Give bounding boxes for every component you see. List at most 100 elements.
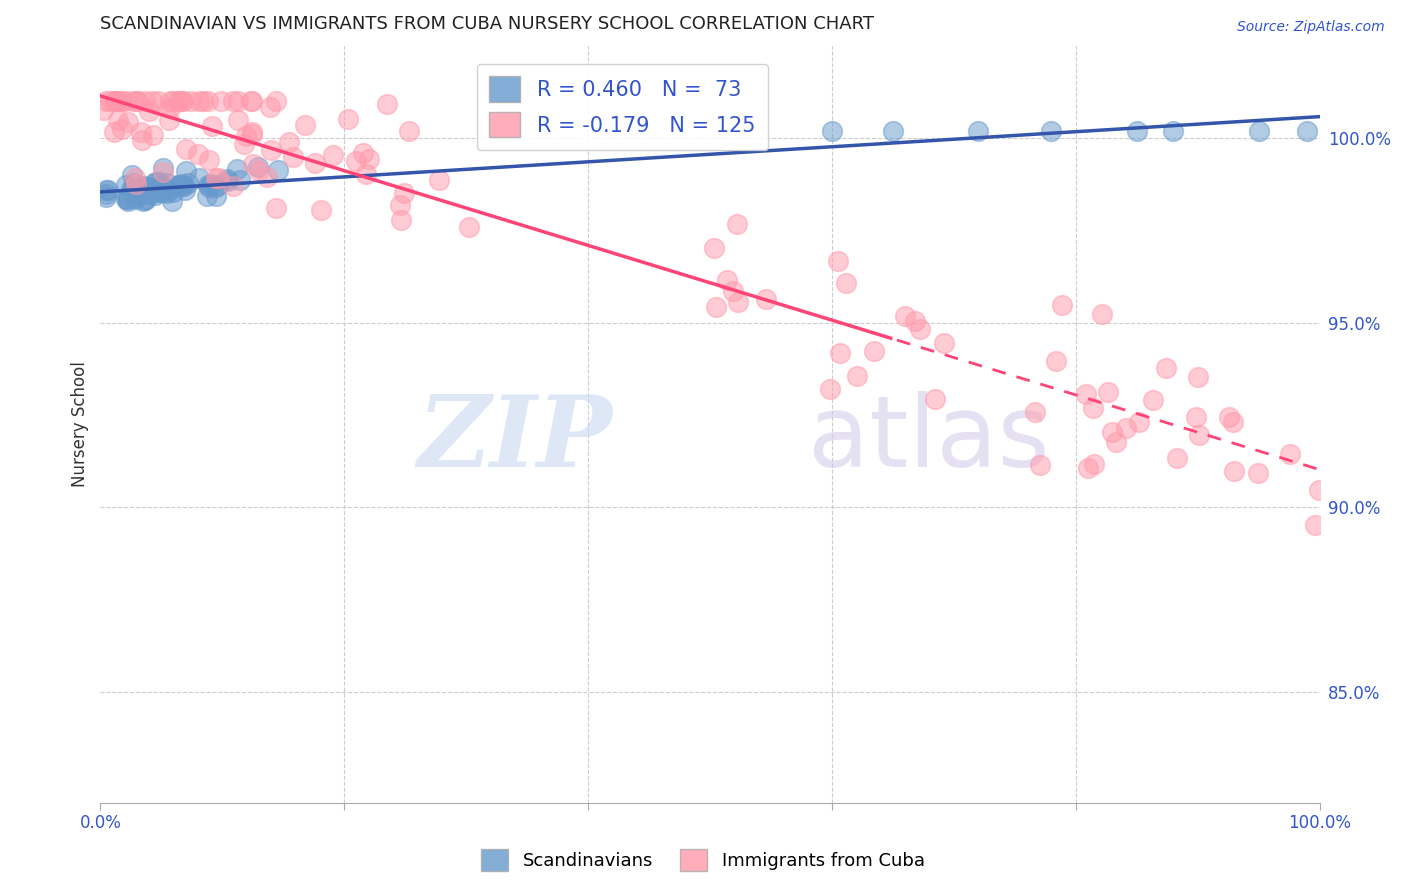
- Legend: Scandinavians, Immigrants from Cuba: Scandinavians, Immigrants from Cuba: [474, 842, 932, 879]
- Point: [309, 203, 332, 218]
- Point: [125, 188, 148, 202]
- Point: [239, 94, 262, 108]
- Point: [910, 322, 932, 336]
- Point: [115, 178, 138, 192]
- Point: [156, 186, 179, 201]
- Point: [336, 112, 359, 126]
- Point: [222, 94, 245, 108]
- Y-axis label: Nursery School: Nursery School: [72, 361, 89, 487]
- Point: [240, 127, 263, 141]
- Point: [145, 175, 167, 189]
- Point: [322, 147, 344, 161]
- Point: [283, 151, 305, 165]
- Point: [427, 173, 450, 187]
- Point: [143, 181, 166, 195]
- Point: [129, 182, 152, 196]
- Point: [117, 194, 139, 208]
- Point: [727, 295, 749, 310]
- Point: [716, 273, 738, 287]
- Point: [1142, 393, 1164, 408]
- Point: [103, 125, 125, 139]
- Point: [352, 145, 374, 160]
- Point: [146, 186, 169, 200]
- Point: [134, 193, 156, 207]
- Point: [91, 103, 114, 117]
- Point: [124, 177, 146, 191]
- Point: [107, 112, 129, 127]
- Point: [755, 292, 778, 306]
- Point: [127, 94, 149, 108]
- Point: [110, 94, 132, 108]
- Point: [1247, 123, 1270, 137]
- Point: [157, 112, 180, 127]
- Point: [117, 189, 139, 203]
- Point: [124, 192, 146, 206]
- Point: [375, 97, 398, 112]
- Point: [132, 194, 155, 208]
- Point: [398, 123, 420, 137]
- Point: [174, 183, 197, 197]
- Point: [191, 94, 214, 108]
- Point: [240, 125, 263, 139]
- Text: Source: ZipAtlas.com: Source: ZipAtlas.com: [1237, 20, 1385, 34]
- Point: [138, 183, 160, 197]
- Point: [259, 100, 281, 114]
- Point: [205, 171, 228, 186]
- Point: [167, 94, 190, 108]
- Point: [932, 335, 955, 350]
- Point: [458, 220, 481, 235]
- Point: [1083, 457, 1105, 471]
- Point: [904, 314, 927, 328]
- Point: [97, 183, 120, 197]
- Point: [267, 163, 290, 178]
- Point: [170, 179, 193, 194]
- Point: [143, 187, 166, 202]
- Text: SCANDINAVIAN VS IMMIGRANTS FROM CUBA NURSERY SCHOOL CORRELATION CHART: SCANDINAVIAN VS IMMIGRANTS FROM CUBA NUR…: [100, 15, 875, 33]
- Point: [222, 178, 245, 193]
- Point: [197, 94, 219, 108]
- Point: [835, 277, 858, 291]
- Point: [1305, 518, 1327, 533]
- Point: [1097, 385, 1119, 400]
- Point: [1101, 425, 1123, 439]
- Point: [894, 310, 917, 324]
- Point: [115, 192, 138, 206]
- Point: [1223, 464, 1246, 478]
- Point: [229, 173, 252, 187]
- Point: [125, 188, 148, 202]
- Point: [195, 189, 218, 203]
- Point: [1040, 123, 1063, 137]
- Point: [232, 137, 254, 152]
- Point: [207, 178, 229, 192]
- Point: [863, 343, 886, 358]
- Point: [104, 94, 127, 108]
- Point: [256, 169, 278, 184]
- Point: [205, 189, 228, 203]
- Point: [121, 168, 143, 182]
- Point: [94, 187, 117, 202]
- Point: [389, 213, 412, 227]
- Point: [174, 142, 197, 156]
- Point: [167, 94, 190, 108]
- Point: [180, 94, 202, 108]
- Point: [187, 146, 209, 161]
- Point: [117, 115, 139, 129]
- Point: [820, 383, 842, 397]
- Point: [1163, 123, 1185, 137]
- Point: [1154, 361, 1177, 376]
- Point: [125, 183, 148, 197]
- Point: [1050, 298, 1073, 312]
- Point: [247, 164, 270, 178]
- Point: [1128, 415, 1150, 429]
- Point: [159, 101, 181, 115]
- Point: [104, 94, 127, 108]
- Point: [105, 94, 128, 108]
- Point: [827, 254, 849, 268]
- Point: [1074, 386, 1097, 401]
- Point: [197, 179, 219, 194]
- Point: [1187, 370, 1209, 384]
- Point: [160, 194, 183, 208]
- Point: [110, 94, 132, 108]
- Point: [226, 94, 249, 108]
- Point: [704, 300, 727, 314]
